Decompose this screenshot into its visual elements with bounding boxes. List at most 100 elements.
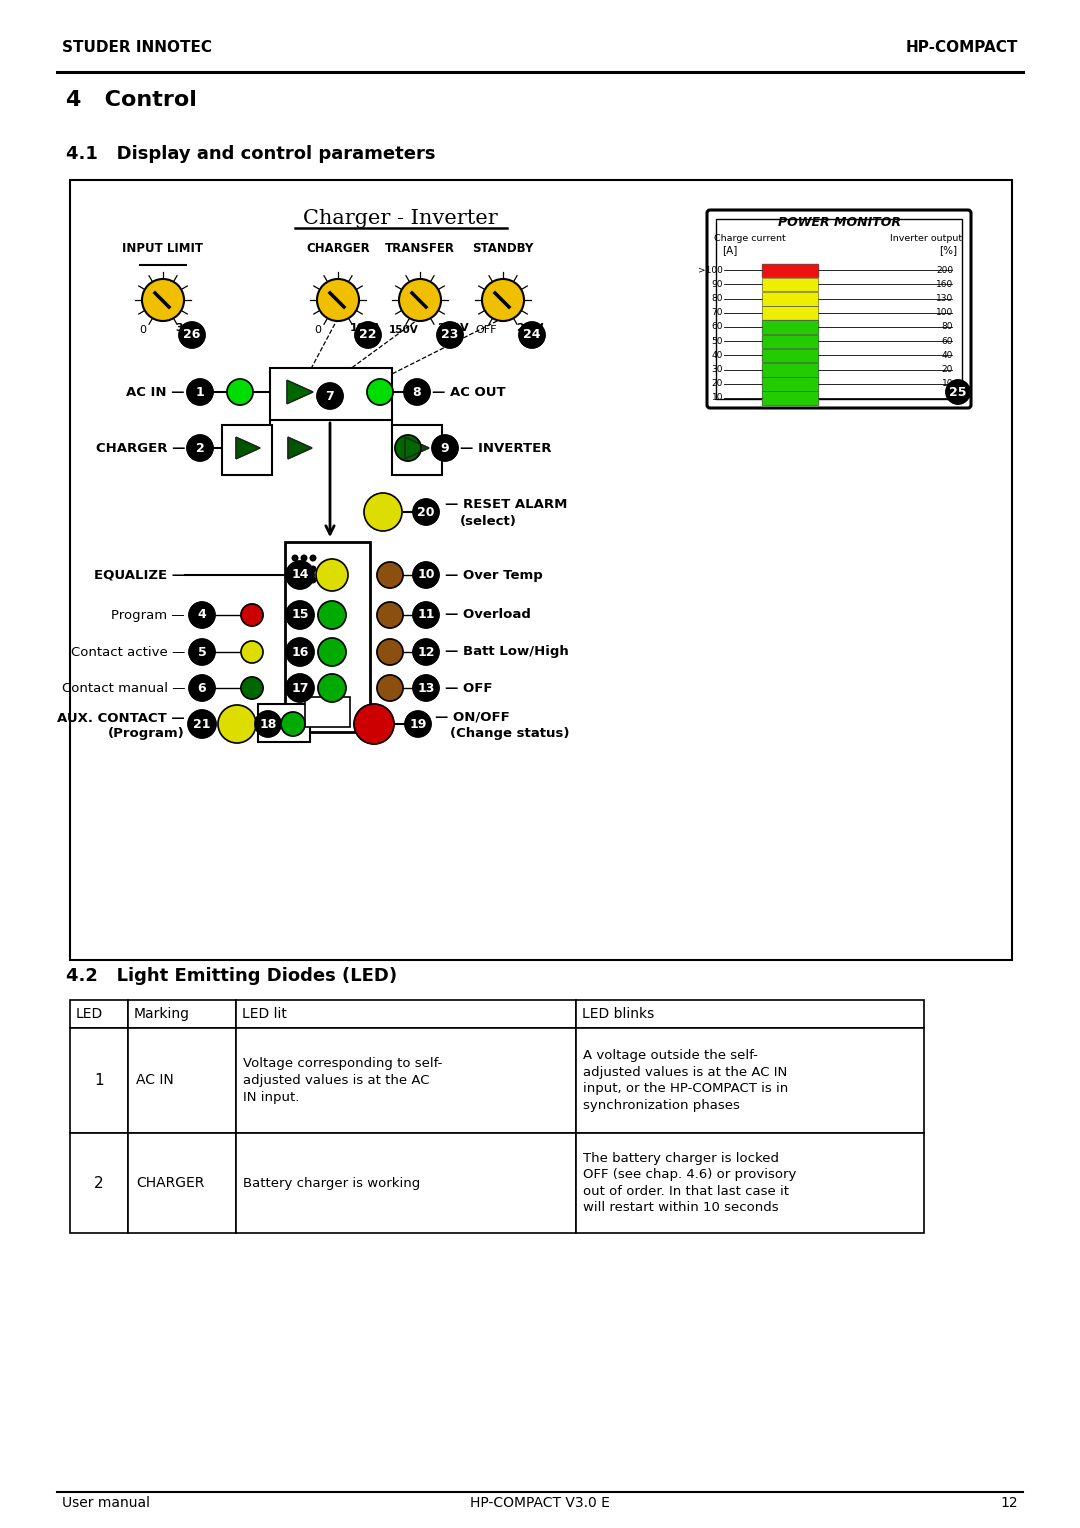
Text: 1: 1	[94, 1073, 104, 1088]
Text: OFF (see chap. 4.6) or provisory: OFF (see chap. 4.6) or provisory	[583, 1169, 796, 1181]
Bar	[762, 377, 818, 391]
Circle shape	[293, 567, 298, 571]
Circle shape	[286, 601, 314, 630]
Circle shape	[227, 379, 253, 405]
Text: EQUALIZE —: EQUALIZE —	[94, 568, 185, 582]
Text: 8: 8	[413, 385, 421, 399]
Text: 5: 5	[947, 393, 953, 402]
Bar	[762, 306, 818, 319]
Text: 6: 6	[198, 681, 206, 695]
Circle shape	[293, 578, 298, 582]
Bar	[762, 278, 818, 292]
Text: OFF: OFF	[475, 325, 497, 335]
Text: HP-COMPACT V3.0 E: HP-COMPACT V3.0 E	[470, 1496, 610, 1510]
Circle shape	[301, 567, 307, 571]
Circle shape	[281, 712, 305, 736]
Bar	[762, 391, 818, 405]
Text: 1: 1	[195, 385, 204, 399]
Text: 100: 100	[935, 309, 953, 318]
Circle shape	[189, 675, 215, 701]
Circle shape	[519, 322, 545, 348]
Circle shape	[413, 500, 438, 526]
Polygon shape	[237, 437, 260, 458]
Text: 80: 80	[942, 322, 953, 332]
Text: 4: 4	[198, 608, 206, 622]
Text: AC IN —: AC IN —	[126, 385, 185, 399]
Circle shape	[413, 602, 438, 628]
Circle shape	[286, 561, 314, 588]
Text: 13: 13	[417, 681, 434, 695]
Bar	[237, 1028, 576, 1132]
Bar	[237, 1132, 576, 1233]
Text: Marking: Marking	[134, 1007, 190, 1021]
Text: 60: 60	[942, 336, 953, 345]
Text: — OFF: — OFF	[445, 681, 492, 695]
Text: 90: 90	[712, 280, 723, 289]
Circle shape	[318, 280, 359, 321]
Text: 26: 26	[184, 329, 201, 341]
Circle shape	[437, 322, 463, 348]
Text: 19: 19	[409, 718, 427, 730]
Text: 18: 18	[259, 718, 276, 730]
Text: POWER MONITOR: POWER MONITOR	[778, 215, 901, 229]
Text: — Over Temp: — Over Temp	[445, 568, 543, 582]
Text: 0: 0	[139, 325, 147, 335]
Circle shape	[377, 639, 403, 665]
Text: LED blinks: LED blinks	[582, 1007, 654, 1021]
Text: 40: 40	[942, 351, 953, 359]
Circle shape	[141, 280, 184, 321]
Circle shape	[482, 280, 524, 321]
Circle shape	[301, 578, 307, 582]
Text: 12: 12	[417, 645, 435, 659]
Text: 16: 16	[292, 645, 309, 659]
Text: IN input.: IN input.	[243, 1091, 299, 1103]
Circle shape	[187, 435, 213, 461]
Text: 4   Control: 4 Control	[66, 90, 197, 110]
Text: 4.1   Display and control parameters: 4.1 Display and control parameters	[66, 145, 435, 163]
Text: 24: 24	[523, 329, 541, 341]
Bar	[762, 348, 818, 362]
Bar	[762, 335, 818, 348]
Bar	[762, 321, 818, 335]
Circle shape	[293, 555, 298, 561]
Text: — ON/OFF: — ON/OFF	[435, 711, 510, 723]
Circle shape	[187, 379, 213, 405]
Text: (Program): (Program)	[108, 727, 185, 741]
Text: Charger - Inverter: Charger - Inverter	[302, 209, 498, 228]
Text: Contact active —: Contact active —	[71, 645, 185, 659]
Text: AC IN: AC IN	[136, 1074, 174, 1088]
Circle shape	[405, 711, 431, 736]
Text: 15: 15	[292, 608, 309, 622]
Polygon shape	[287, 380, 313, 403]
Circle shape	[367, 379, 393, 405]
Bar	[762, 362, 818, 376]
Text: 17: 17	[292, 681, 309, 695]
Text: Program —: Program —	[111, 608, 185, 622]
Text: 9: 9	[441, 442, 449, 454]
Text: 10: 10	[712, 393, 723, 402]
Text: 0: 0	[314, 325, 322, 335]
Text: 30A: 30A	[175, 322, 199, 333]
Bar	[762, 362, 818, 376]
Text: 20W: 20W	[516, 322, 543, 333]
Text: 10: 10	[942, 379, 953, 388]
Circle shape	[310, 578, 315, 582]
Text: LED lit: LED lit	[242, 1007, 287, 1021]
FancyBboxPatch shape	[707, 209, 971, 408]
Text: 20: 20	[712, 379, 723, 388]
Bar	[762, 292, 818, 306]
Bar	[222, 425, 272, 475]
Text: AUX. CONTACT —: AUX. CONTACT —	[57, 712, 185, 724]
Text: INPUT LIMIT: INPUT LIMIT	[122, 241, 203, 255]
Text: 70: 70	[712, 309, 723, 318]
Bar	[762, 348, 818, 362]
Bar	[716, 219, 962, 399]
Text: adjusted values is at the AC: adjusted values is at the AC	[243, 1074, 430, 1086]
Text: adjusted values is at the AC IN: adjusted values is at the AC IN	[583, 1065, 787, 1079]
Text: 11: 11	[417, 608, 435, 622]
Bar	[285, 542, 370, 732]
Bar	[762, 306, 818, 319]
Text: — AC OUT: — AC OUT	[432, 385, 505, 399]
Text: 30: 30	[712, 365, 723, 374]
Bar	[70, 1132, 129, 1233]
